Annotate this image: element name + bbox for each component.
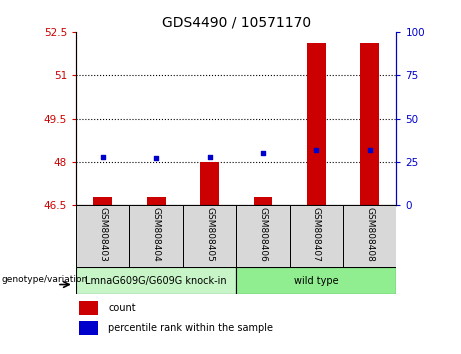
Point bbox=[99, 154, 106, 160]
Bar bbox=[147, 197, 165, 205]
Bar bbox=[183, 205, 236, 267]
Text: GSM808403: GSM808403 bbox=[98, 207, 107, 262]
Text: genotype/variation: genotype/variation bbox=[1, 275, 88, 284]
Bar bbox=[236, 267, 396, 294]
Bar bbox=[254, 197, 272, 205]
Text: count: count bbox=[108, 303, 136, 313]
Bar bbox=[343, 205, 396, 267]
Text: GSM808407: GSM808407 bbox=[312, 207, 321, 262]
Point bbox=[366, 147, 373, 153]
Text: wild type: wild type bbox=[294, 275, 339, 286]
Bar bbox=[79, 301, 99, 315]
Bar bbox=[290, 205, 343, 267]
Title: GDS4490 / 10571170: GDS4490 / 10571170 bbox=[162, 15, 311, 29]
Bar bbox=[361, 44, 379, 205]
Text: GSM808408: GSM808408 bbox=[365, 207, 374, 262]
Bar bbox=[94, 197, 112, 205]
Point bbox=[313, 147, 320, 153]
Text: LmnaG609G/G609G knock-in: LmnaG609G/G609G knock-in bbox=[85, 275, 227, 286]
Text: GSM808404: GSM808404 bbox=[152, 207, 161, 262]
Point bbox=[153, 156, 160, 161]
Point bbox=[259, 150, 266, 156]
Text: GSM808406: GSM808406 bbox=[259, 207, 267, 262]
Text: GSM808405: GSM808405 bbox=[205, 207, 214, 262]
Bar bbox=[236, 205, 290, 267]
Bar bbox=[76, 205, 130, 267]
Bar bbox=[200, 162, 219, 205]
Text: percentile rank within the sample: percentile rank within the sample bbox=[108, 323, 273, 333]
Bar bbox=[130, 205, 183, 267]
Bar bbox=[76, 267, 236, 294]
Bar bbox=[79, 321, 99, 335]
Bar bbox=[307, 44, 326, 205]
Point bbox=[206, 154, 213, 160]
